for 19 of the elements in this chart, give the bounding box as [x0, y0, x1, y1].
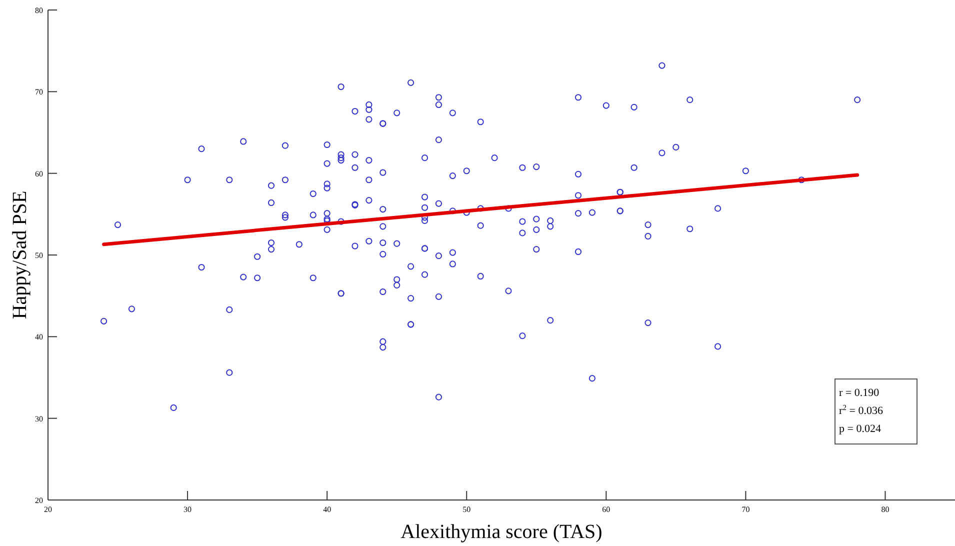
annotation: r = 0.190 — [839, 387, 880, 399]
x-tick-label: 40 — [323, 505, 332, 514]
y-axis-title: Happy/Sad PSE — [9, 190, 31, 320]
x-tick-label: 70 — [742, 505, 750, 514]
y-tick-label: 60 — [35, 169, 43, 178]
x-axis-title: Alexithymia score (TAS) — [400, 521, 602, 543]
x-tick-label: 20 — [44, 505, 52, 514]
y-tick-label: 30 — [35, 414, 43, 424]
y-tick-label: 80 — [35, 6, 43, 15]
y-tick-label: 70 — [35, 88, 43, 97]
annotation: r$^{2}$ = 0.036 — [839, 402, 884, 417]
y-tick-label: 40 — [35, 332, 43, 342]
x-tick-label: 30 — [184, 505, 192, 514]
x-tick-label: 60 — [602, 505, 610, 514]
y-tick-label: 20 — [35, 496, 43, 505]
y-tick-label: 50 — [35, 251, 43, 260]
annotation: p = 0.024 — [839, 423, 882, 435]
x-tick-label: 50 — [462, 505, 471, 514]
x-tick-label: 80 — [881, 505, 890, 514]
